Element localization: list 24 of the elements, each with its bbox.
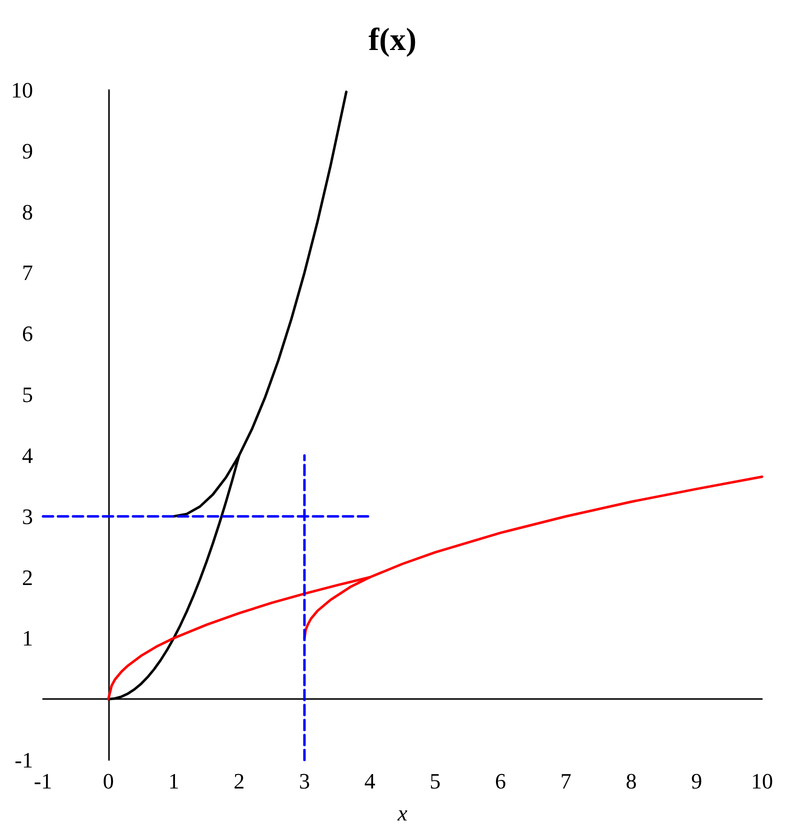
x-tick-label: 7 [560, 768, 572, 794]
y-tick-label: 2 [22, 564, 33, 590]
x-axis-title: x [396, 800, 408, 826]
x-tick-label: 8 [626, 768, 637, 794]
chart-title: f(x) [368, 21, 416, 57]
y-tick-label: 5 [22, 382, 33, 408]
y-tick-label: -1 [14, 748, 33, 772]
x-tick-label: 0 [102, 768, 114, 794]
x-tick-label: 10 [751, 768, 773, 794]
y-tick-label: 8 [22, 199, 33, 224]
y-tick-label: 1 [22, 626, 33, 651]
y-tick-label: 10 [11, 78, 33, 102]
y-tick-label: 6 [22, 321, 33, 346]
x-tick-label: 6 [495, 768, 506, 794]
y-tick-label: 4 [22, 442, 33, 468]
x-tick-label: 9 [691, 768, 702, 794]
x-tick-label: 3 [298, 768, 310, 794]
x-tick-label: 2 [234, 768, 245, 794]
y-tick-label: 3 [22, 504, 33, 529]
y-tick-label: 7 [22, 260, 33, 286]
x-tick-label: 1 [168, 768, 180, 794]
x-tick-label: 4 [364, 768, 376, 794]
x-tick-label: 5 [430, 768, 441, 794]
y-tick-label: 9 [22, 138, 33, 164]
